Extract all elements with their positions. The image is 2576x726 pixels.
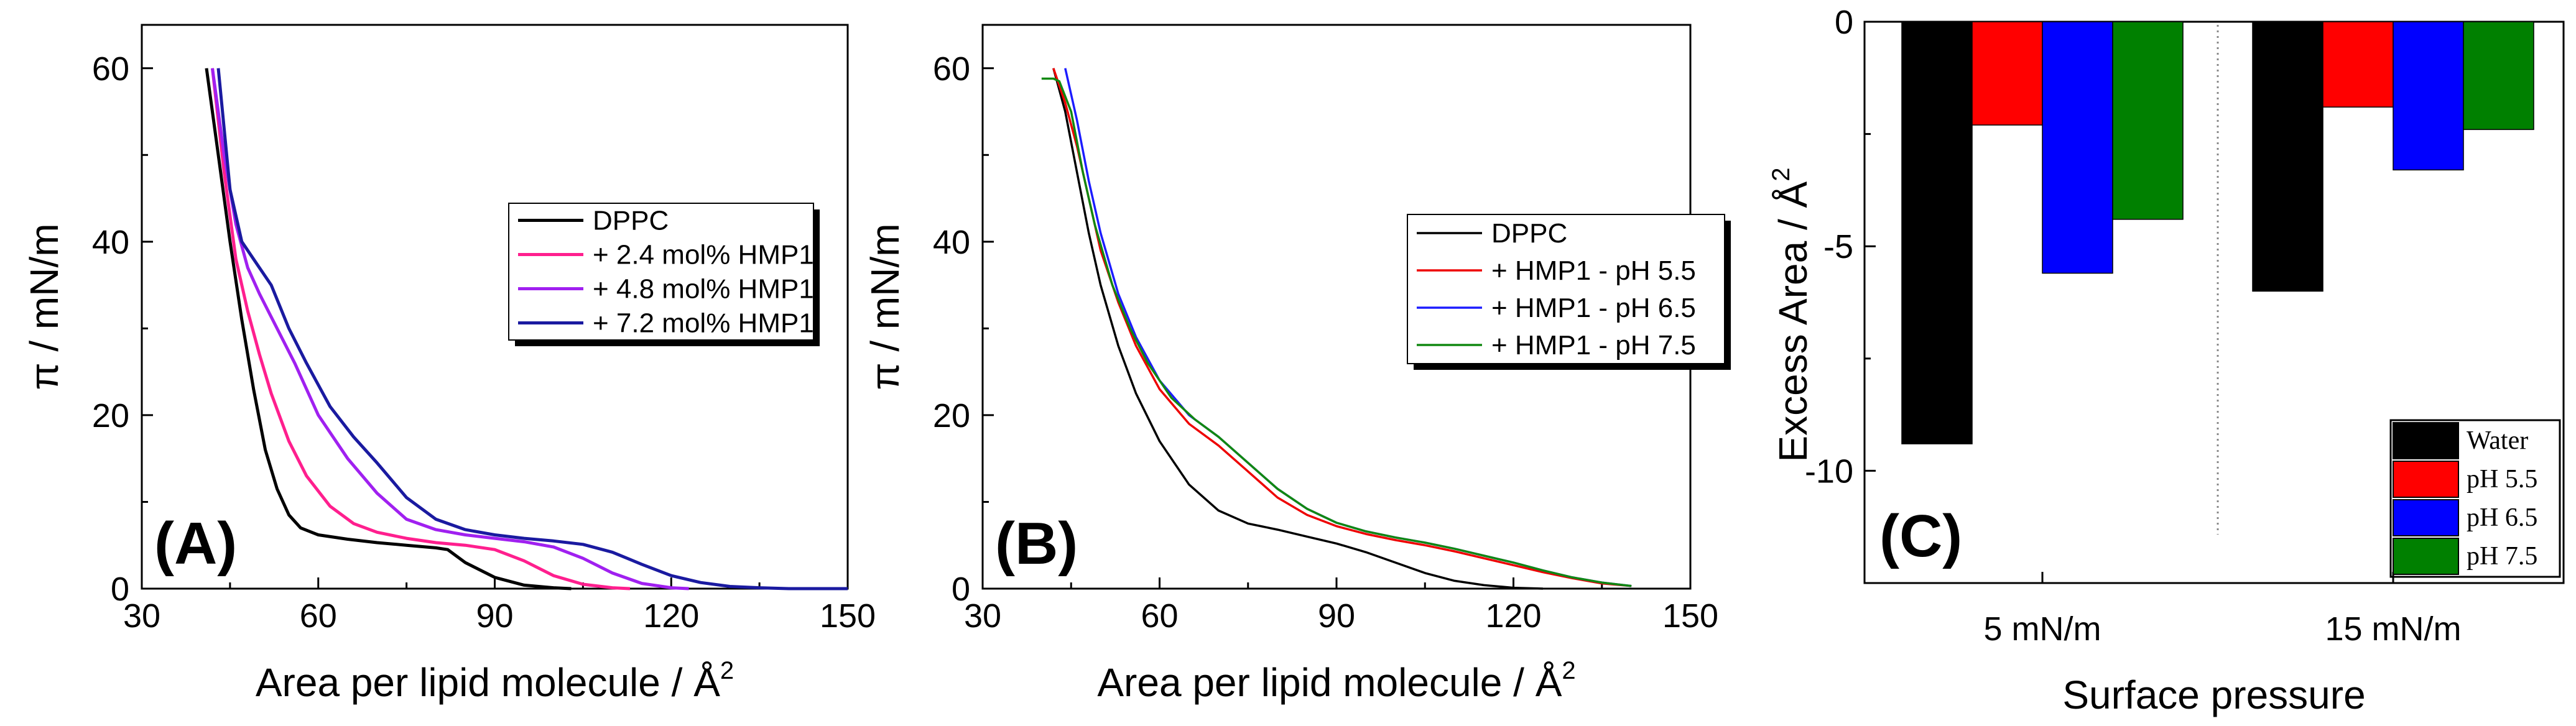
y-tick-label-a: 0 <box>111 571 129 608</box>
legend-c: Water pH 5.5 pH 6.5 pH 7.5 <box>2389 419 2561 578</box>
legend-swatch-c-3 <box>2393 538 2459 575</box>
x-tick-label-b: 150 <box>1662 597 1718 635</box>
series-line-a-1 <box>211 68 631 590</box>
legend-label-a-1: + 2.4 mol% HMP1 <box>593 240 814 270</box>
legend-label-b-0: DPPC <box>1491 218 1567 249</box>
x-tick-label-a: 60 <box>300 597 337 635</box>
y-tick-label-b: 0 <box>952 571 970 608</box>
bar-0-1 <box>1971 21 2043 126</box>
legend-swatch-c-2 <box>2393 499 2459 536</box>
x-tick-label-a: 30 <box>123 597 160 635</box>
bar-0-2 <box>2042 21 2113 274</box>
legend-a: DPPC + 2.4 mol% HMP1 + 4.8 mol% HMP1+ 7.2 … <box>508 203 820 346</box>
bar-1-2 <box>2393 21 2464 171</box>
y-axis-title-b: π / mN/m <box>863 223 907 390</box>
x-axis-title-sup-a: 2 <box>720 657 734 684</box>
y-tick-label-a: 40 <box>92 224 129 261</box>
series-line-a-0 <box>205 68 572 590</box>
y-axis-title-sup-c: 2 <box>1768 168 1795 182</box>
y-tick-label-b: 60 <box>933 50 970 88</box>
legend-label-a-3: + 7.2 mol% HMP1 <box>593 308 814 339</box>
legend-label-a-0: DPPC <box>593 206 669 236</box>
panel-label-b: (B) <box>995 510 1078 577</box>
legend-label-a-2: + 4.8 mol% HMP1 <box>593 274 814 305</box>
x-axis-title-b: Area per lipid molecule / Å2 <box>1097 657 1575 705</box>
series-line-a-2 <box>211 68 689 590</box>
x-tick-label-b: 60 <box>1141 597 1178 635</box>
x-tick-label-b: 120 <box>1485 597 1541 635</box>
legend-box-c <box>2389 419 2561 578</box>
series-line-b-3 <box>1041 77 1632 587</box>
panel-label-c: (C) <box>1879 503 1962 569</box>
panel-b: 30 60 90 120 150 0 20 40 60 Area per lipid molecu… <box>863 24 1731 705</box>
legend-swatch-c-1 <box>2393 461 2459 498</box>
y-tick-label-c: -5 <box>1823 228 1853 265</box>
series-line-b-0 <box>1052 68 1543 590</box>
x-tick-label-a: 150 <box>820 597 876 635</box>
x-tick-label-b: 90 <box>1318 597 1355 635</box>
x-tick-label-b: 30 <box>964 597 1001 635</box>
y-tick-label-c: -10 <box>1805 453 1853 490</box>
legend-label-b-1: + HMP1 - pH 5.5 <box>1491 255 1696 286</box>
legend-box-a <box>508 203 814 341</box>
plot-frame-c <box>1863 21 2565 584</box>
legend-b: DPPC + HMP1 - pH 5.5 + HMP1 - pH 6.5 + HMP1… <box>1407 214 1731 370</box>
panel-label-a: (A) <box>154 510 237 577</box>
y-tick-label-b: 40 <box>933 224 970 261</box>
y-tick-label-c: 0 <box>1835 4 1853 41</box>
bar-1-3 <box>2463 21 2534 131</box>
panel-c: 0 -5 -10 5 mN/m 15 mN/m Surface pressure Exces… <box>1768 4 2565 717</box>
x-tick-label-a: 90 <box>476 597 513 635</box>
legend-swatch-c-0 <box>2393 422 2459 459</box>
legend-label-c-0: Water <box>2467 426 2528 455</box>
y-tick-label-b: 20 <box>933 397 970 434</box>
legend-box-b <box>1407 214 1725 364</box>
series-line-a-3 <box>216 68 848 590</box>
panel-a: 30 60 90 120 150 0 20 40 60 Area per lipid molecu… <box>22 24 876 705</box>
y-tick-label-a: 20 <box>92 397 129 434</box>
category-label-c-0: 5 mN/m <box>1984 610 2101 648</box>
legend-label-c-2: pH 6.5 <box>2467 503 2537 532</box>
x-axis-title-a: Area per lipid molecule / Å2 <box>256 657 734 705</box>
x-tick-label-a: 120 <box>643 597 699 635</box>
bar-0-0 <box>1901 21 1973 444</box>
bar-0-3 <box>2112 21 2184 220</box>
legend-label-c-3: pH 7.5 <box>2467 542 2537 571</box>
y-tick-label-a: 60 <box>92 50 129 88</box>
x-axis-title-sup-b: 2 <box>1562 657 1575 684</box>
x-axis-title-c: Surface pressure <box>2062 673 2365 717</box>
legend-label-b-2: + HMP1 - pH 6.5 <box>1491 293 1696 323</box>
bar-1-1 <box>2322 21 2394 108</box>
legend-label-b-3: + HMP1 - pH 7.5 <box>1491 330 1696 361</box>
y-axis-title-c: Excess Area / Å2 <box>1768 168 1815 462</box>
category-label-c-1: 15 mN/m <box>2325 610 2461 648</box>
y-axis-title-a: π / mN/m <box>22 223 67 390</box>
bar-1-0 <box>2252 21 2323 292</box>
legend-label-c-1: pH 5.5 <box>2467 465 2537 494</box>
